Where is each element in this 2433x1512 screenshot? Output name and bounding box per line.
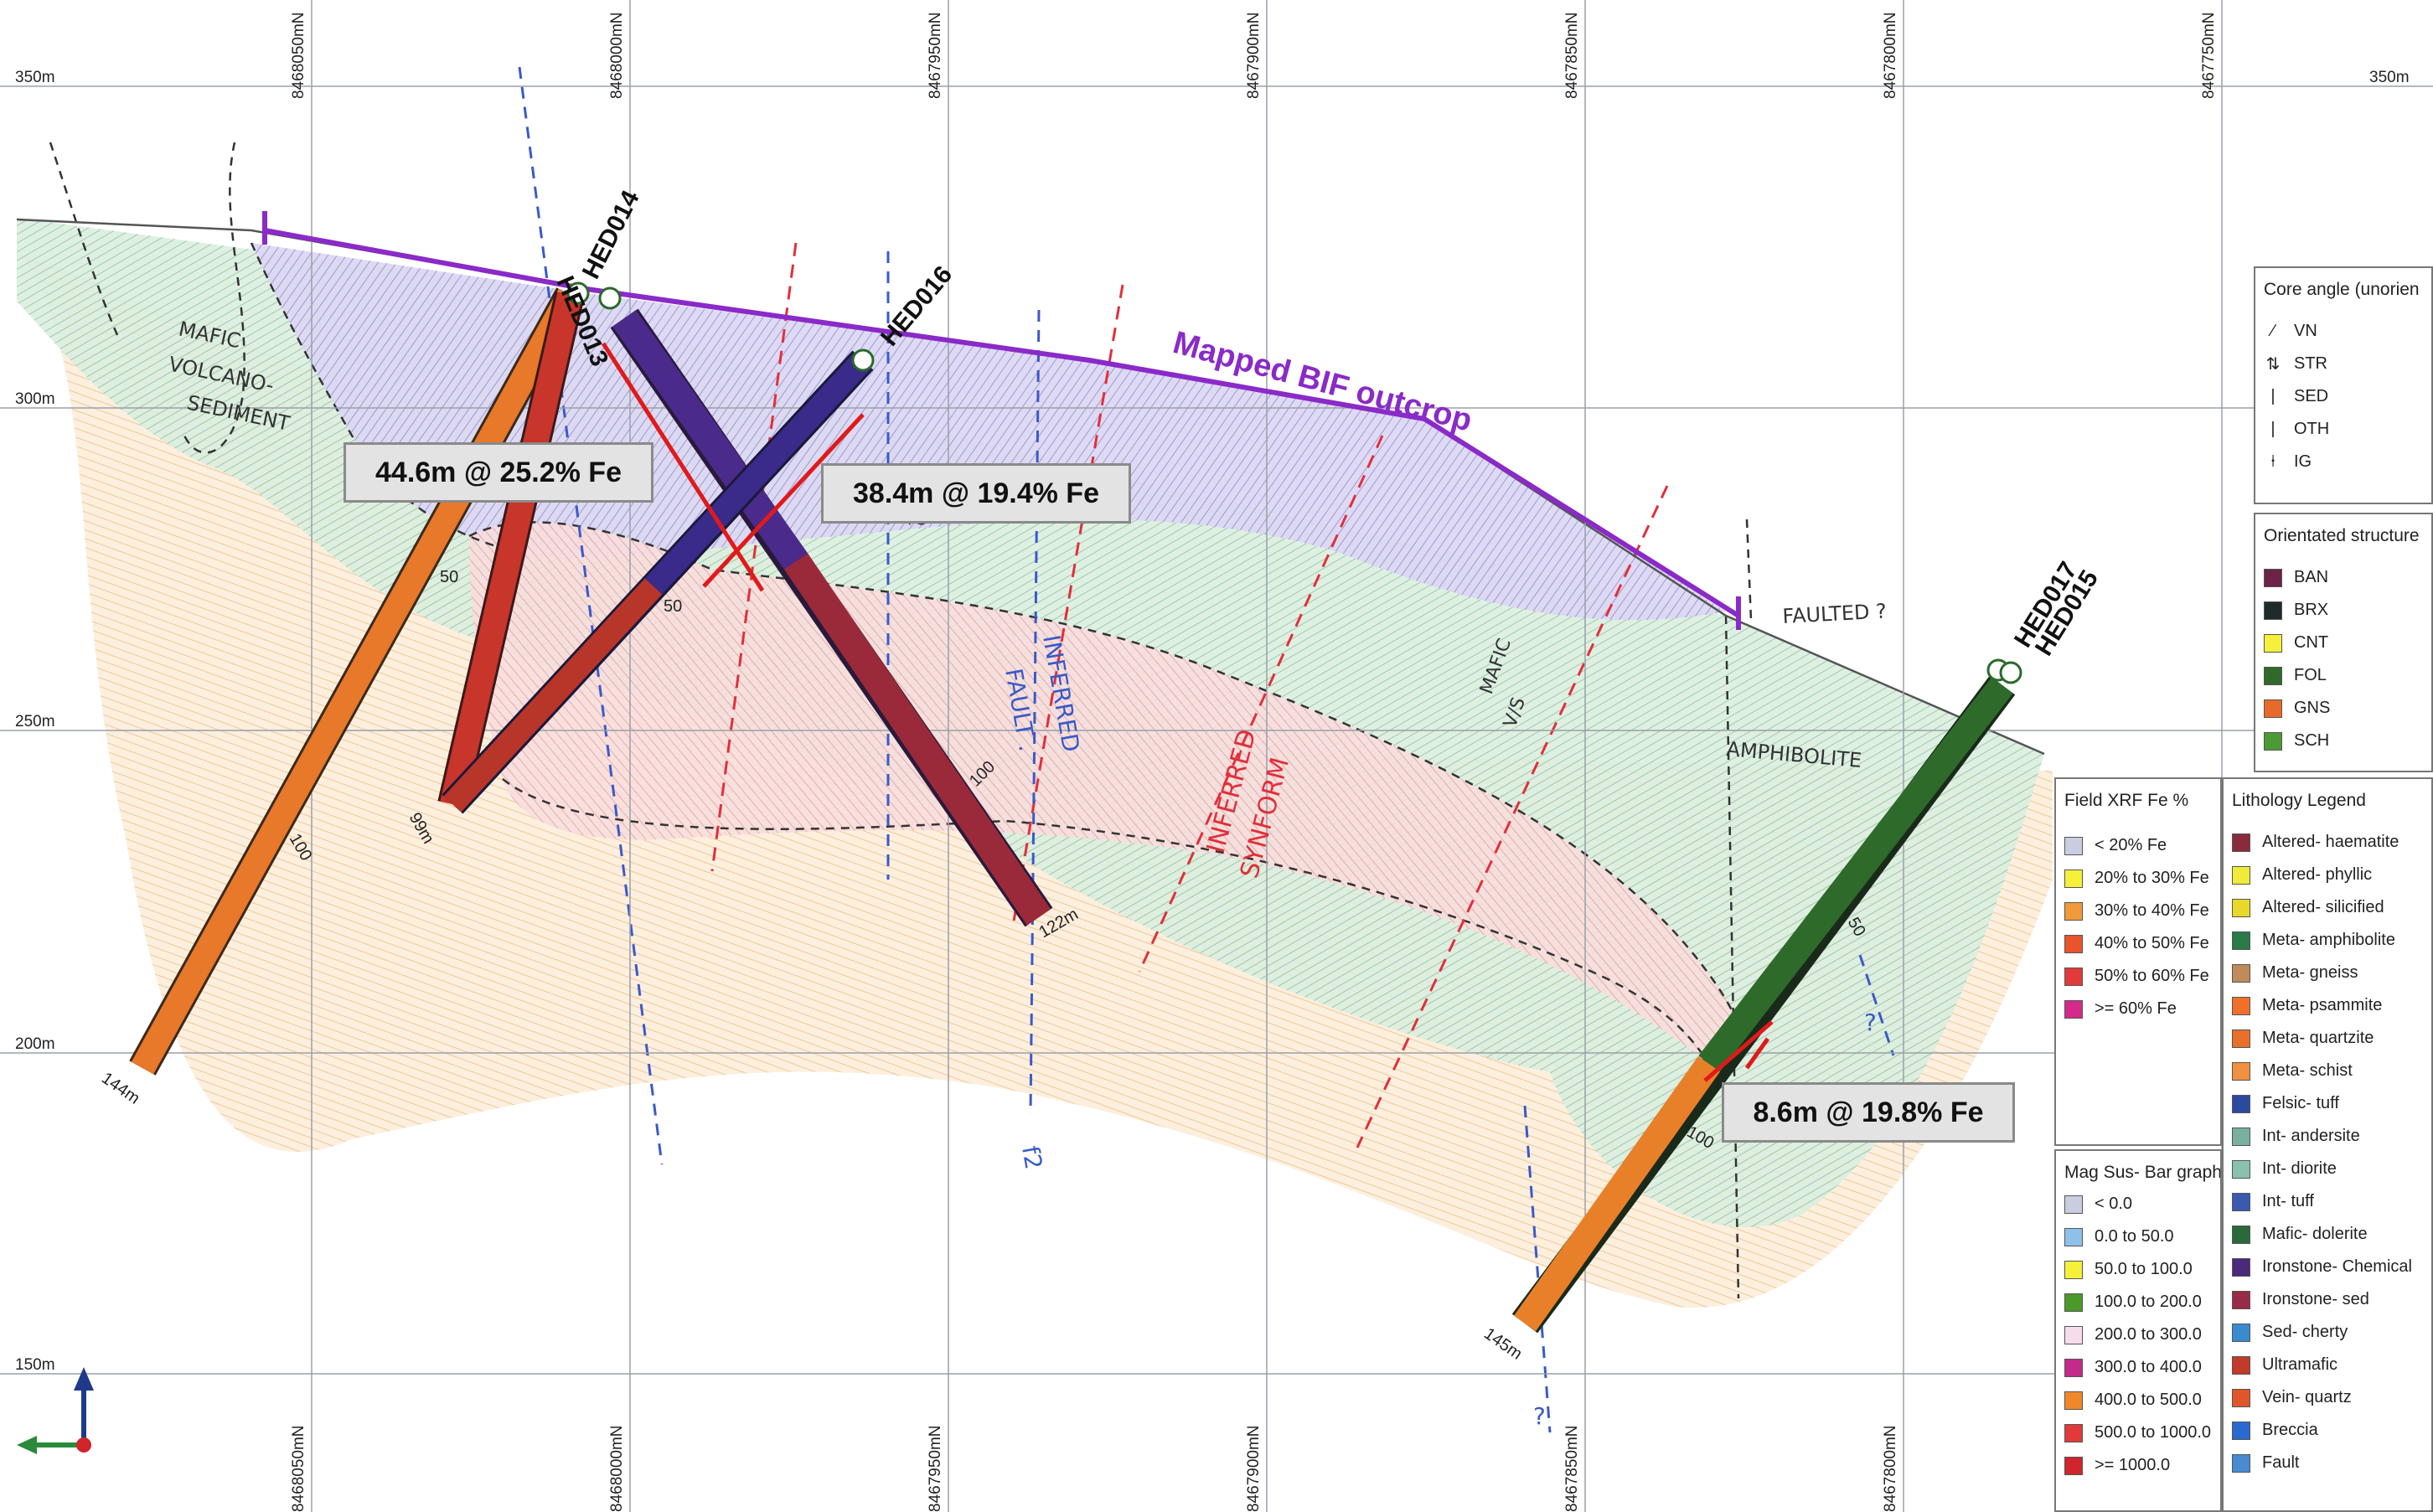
northing-label-top: 8468050mN	[290, 12, 307, 99]
structure-item: GNS	[2255, 692, 2431, 725]
fault-traces	[518, 66, 1895, 1433]
xrf-item: < 20% Fe	[2056, 829, 2220, 862]
core-angle-item: | SED	[2270, 387, 2329, 405]
drillhole-hed013	[129, 287, 583, 1076]
structure-item: CNT	[2255, 627, 2431, 659]
lithology-item: Breccia	[2224, 1414, 2431, 1447]
depth-tick: 50	[664, 597, 682, 616]
northing-label-bottom: 8467850mN	[1563, 1425, 1581, 1512]
lithology-item: Sed- cherty	[2224, 1316, 2431, 1349]
core-angle-item: ⍿ IG	[2270, 452, 2312, 471]
mag-item: 200.0 to 300.0	[2056, 1318, 2220, 1351]
lithology-item: Meta- schist	[2224, 1055, 2431, 1087]
lithology-item: Ultramafic	[2224, 1349, 2431, 1381]
mapped-outcrop-bracket	[262, 211, 1741, 630]
annotation-question: ?	[1533, 1402, 1546, 1430]
mag-item: 300.0 to 400.0	[2056, 1351, 2220, 1384]
intercept-callout-hed015: 8.6m @ 19.8% Fe	[1722, 1082, 2015, 1143]
orientated-structure-legend: Orientated structure BAN BRX CNT FOL GNS…	[2254, 513, 2433, 772]
northing-label-bottom: 8467800mN	[1882, 1425, 1899, 1512]
lithology-legend-title: Lithology Legend	[2232, 791, 2366, 810]
mag-item: 500.0 to 1000.0	[2056, 1417, 2220, 1449]
core-angle-legend-title: Core angle (unorien	[2264, 280, 2420, 299]
xrf-item: 30% to 40% Fe	[2056, 895, 2220, 927]
lithology-item: Int- diorite	[2224, 1153, 2431, 1185]
annotation-question: ?	[1864, 1009, 1877, 1036]
northing-label-bottom: 8467950mN	[927, 1425, 944, 1512]
elevation-label: 150m	[15, 1356, 55, 1374]
mag-item: 50.0 to 100.0	[2056, 1253, 2220, 1286]
northing-label-bottom: 8468000mN	[608, 1425, 626, 1512]
mag-item: 0.0 to 50.0	[2056, 1220, 2220, 1253]
northing-label-bottom: 8467900mN	[1245, 1425, 1263, 1512]
lithology-item: Altered- haematite	[2224, 826, 2431, 859]
lithology-item: Altered- phyllic	[2224, 859, 2431, 891]
xrf-item: 20% to 30% Fe	[2056, 862, 2220, 895]
lithology-item: Int- tuff	[2224, 1185, 2431, 1218]
northing-label-top: 8467750mN	[2200, 12, 2218, 99]
core-angle-legend: Core angle (unorien ∕ VN ⇅ STR | SED | OTH ⍿…	[2254, 266, 2433, 504]
drillhole-hed015	[1511, 675, 2016, 1334]
elevation-label-right: 350m	[2369, 69, 2410, 86]
annotation-faulted: FAULTED ?	[1782, 600, 1888, 628]
northing-label-top: 8467850mN	[1563, 12, 1581, 99]
xrf-item: >= 60% Fe	[2056, 993, 2220, 1025]
northing-label-top: 8467900mN	[1245, 12, 1263, 99]
lithology-item: Meta- quartzite	[2224, 1022, 2431, 1055]
elevation-label: 200m	[15, 1035, 55, 1053]
mag-item: < 0.0	[2056, 1188, 2220, 1220]
lithology-item: Meta- gneiss	[2224, 957, 2431, 989]
orientation-axes	[17, 1367, 94, 1454]
structure-item: FOL	[2255, 659, 2431, 692]
structure-legend-title: Orientated structure	[2264, 526, 2420, 545]
lithology-item: Meta- amphibolite	[2224, 924, 2431, 957]
lithology-item: Vein- quartz	[2224, 1381, 2431, 1414]
lithology-item: Ironstone- sed	[2224, 1283, 2431, 1316]
lithology-item: Int- andersite	[2224, 1120, 2431, 1153]
mag-item: >= 1000.0	[2056, 1449, 2220, 1482]
elevation-label: 300m	[15, 390, 55, 408]
lithology-item: Fault	[2224, 1447, 2431, 1479]
northing-label-top: 8467950mN	[927, 12, 944, 99]
depth-tick: 50	[440, 568, 458, 586]
lithology-item: Mafic- dolerite	[2224, 1218, 2431, 1251]
intercept-callout-hed013: 44.6m @ 25.2% Fe	[344, 442, 653, 503]
collar-markers	[566, 281, 2022, 684]
lithology-item: Felsic- tuff	[2224, 1087, 2431, 1120]
core-angle-item: ⇅ STR	[2265, 354, 2327, 374]
geological-contacts	[49, 142, 1753, 1299]
field-xrf-legend: Field XRF Fe % < 20% Fe 20% to 30% Fe 30…	[2054, 777, 2222, 1146]
intercept-callout-hed016: 38.4m @ 19.4% Fe	[821, 463, 1131, 524]
xrf-legend-title: Field XRF Fe %	[2064, 791, 2189, 810]
mag-sus-legend: Mag Sus- Bar graph < 0.0 0.0 to 50.0 50.…	[2054, 1149, 2222, 1512]
drillhole-hed016	[442, 350, 874, 814]
xrf-item: 40% to 50% Fe	[2056, 927, 2220, 960]
northing-label-top: 8467800mN	[1882, 12, 1899, 99]
elevation-label: 350m	[15, 69, 55, 86]
mag-legend-title: Mag Sus- Bar graph	[2064, 1163, 2220, 1182]
drillhole-hed014	[437, 291, 585, 808]
intercept-markers	[601, 342, 1774, 1082]
lithology-legend: Lithology Legend Altered- haematite Alte…	[2222, 777, 2433, 1512]
core-angle-item: ∕ VN	[2271, 322, 2317, 340]
mag-item: 400.0 to 500.0	[2056, 1384, 2220, 1417]
core-angle-item: | OTH	[2270, 420, 2330, 438]
mag-item: 100.0 to 200.0	[2056, 1286, 2220, 1318]
inferred-structures	[710, 242, 1669, 1148]
structure-item: BRX	[2255, 594, 2431, 627]
structure-item: SCH	[2255, 725, 2431, 757]
lithology-item: Meta- psammite	[2224, 989, 2431, 1022]
lithology-item: Altered- silicified	[2224, 891, 2431, 924]
northing-label-top: 8468000mN	[608, 12, 626, 99]
lithology-item: Ironstone- Chemical	[2224, 1251, 2431, 1283]
pink-synform-unit	[469, 522, 1743, 1066]
northing-label-bottom: 8468050mN	[290, 1425, 307, 1512]
structure-item: BAN	[2255, 561, 2431, 594]
annotation-f2: f2	[1016, 1143, 1047, 1171]
elevation-label: 250m	[15, 713, 55, 730]
xrf-item: 50% to 60% Fe	[2056, 960, 2220, 993]
